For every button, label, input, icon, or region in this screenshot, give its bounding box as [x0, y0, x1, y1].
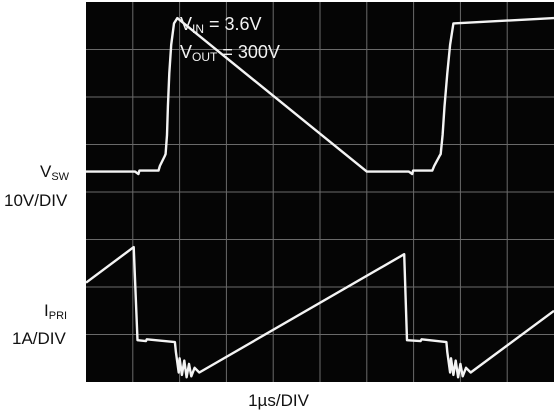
vsw-trace: [86, 16, 555, 176]
grid: [86, 2, 554, 382]
ipri-scale-label: 1A/DIV: [12, 329, 66, 348]
traces: [85, 16, 555, 379]
vout-annotation: VOUT = 300V: [180, 42, 280, 64]
time-scale-label: 1µs/DIV: [248, 391, 309, 410]
ipri-channel-label: IPRI: [44, 301, 68, 322]
vsw-channel-label: VSW: [40, 162, 70, 183]
vin-annotation: VIN = 3.6V: [180, 14, 262, 36]
vsw-scale-label: 10V/DIV: [4, 191, 68, 210]
ipri-trace: [85, 245, 555, 379]
